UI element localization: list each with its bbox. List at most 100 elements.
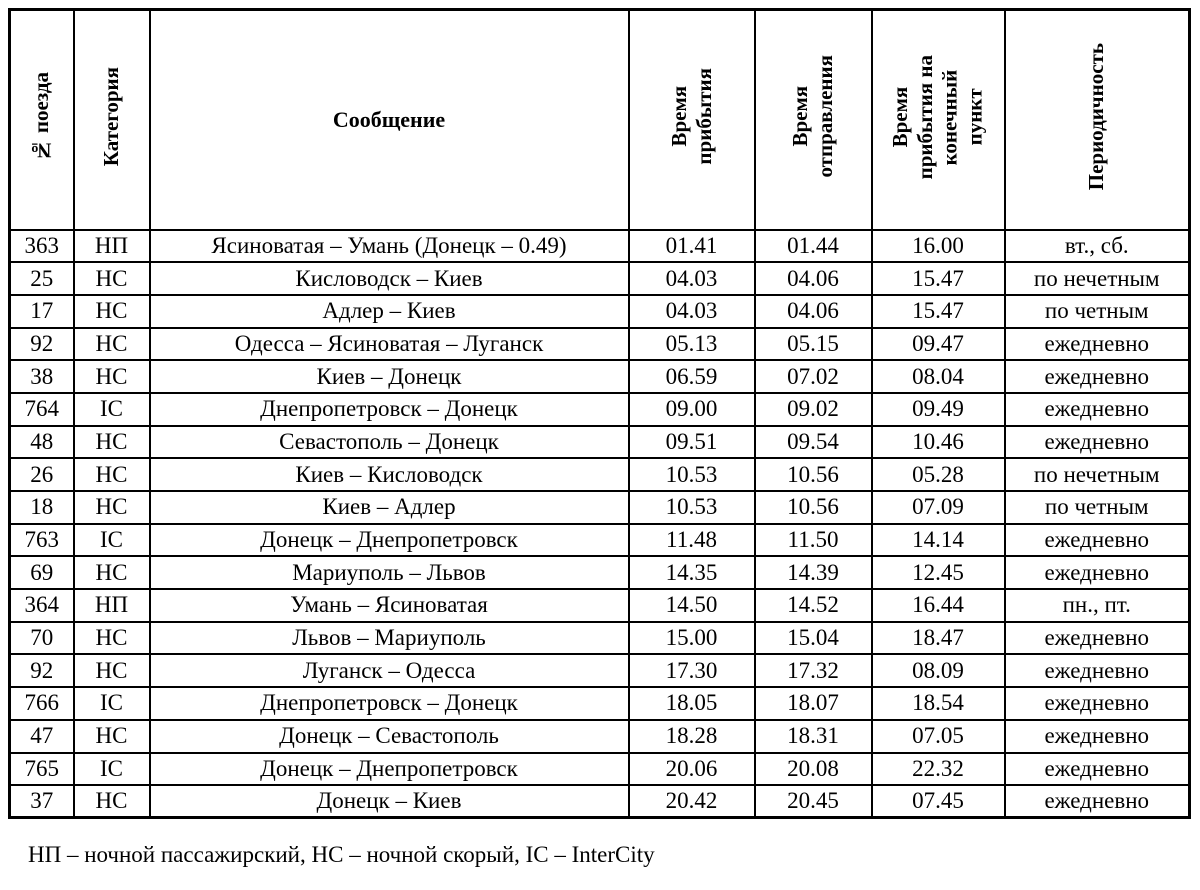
cell-arrival-time: 18.05 <box>627 686 756 721</box>
cell-category: ІС <box>72 391 151 427</box>
cell-route: Днепропетровск – Донецк <box>148 391 630 427</box>
cell-category: НС <box>72 261 151 296</box>
table-row: 26 НС Киев – Кисловодск 10.53 10.56 05.28 по н… <box>8 457 1191 492</box>
cell-route: Днепропетровск – Донецк <box>148 686 630 721</box>
cell-final-arrival-time: 15.47 <box>870 261 1006 296</box>
cell-route: Севастополь – Донецк <box>148 424 630 460</box>
table-row: 25 НС Кисловодск – Киев 04.03 04.06 15.47 по н… <box>8 261 1191 296</box>
header-route-label: Сообщение <box>332 106 446 132</box>
table-row: 48 НС Севастополь – Донецк 09.51 09.54 10.46 е… <box>8 424 1191 460</box>
table-row: 766 ІС Днепропетровск – Донецк 18.05 18.07 18… <box>8 686 1191 721</box>
cell-category: НС <box>72 653 151 689</box>
cell-arrival-time: 09.00 <box>627 391 756 427</box>
cell-final-arrival-time: 10.46 <box>870 424 1006 460</box>
cell-final-arrival-time: 16.44 <box>870 588 1006 623</box>
cell-arrival-time: 05.13 <box>627 326 756 362</box>
cell-train-number: 69 <box>8 555 75 591</box>
cell-train-number: 92 <box>8 326 75 362</box>
table-row: 92 НС Одесса – Ясиноватая – Луганск 05.13 05… <box>8 326 1191 362</box>
cell-route: Одесса – Ясиноватая – Луганск <box>148 326 630 362</box>
cell-category: ІС <box>72 686 151 721</box>
table-row: 764 ІС Днепропетровск – Донецк 09.00 09.02 09… <box>8 391 1191 427</box>
cell-arrival-time: 15.00 <box>627 620 756 656</box>
header-departure-time: Время отправления <box>753 8 873 231</box>
cell-train-number: 364 <box>8 588 75 623</box>
cell-arrival-time: 09.51 <box>627 424 756 460</box>
table-row: 92 НС Луганск – Одесса 17.30 17.32 08.09 ежедн… <box>8 653 1191 689</box>
cell-route: Киев – Кисловодск <box>148 457 630 492</box>
cell-arrival-time: 06.59 <box>627 359 756 394</box>
cell-final-arrival-time: 22.32 <box>870 751 1006 787</box>
cell-periodicity: ежедневно <box>1003 751 1191 787</box>
cell-final-arrival-time: 08.04 <box>870 359 1006 394</box>
cell-departure-time: 17.32 <box>753 653 873 689</box>
cell-route: Донецк – Днепропетровск <box>148 751 630 787</box>
cell-route: Львов – Мариуполь <box>148 620 630 656</box>
cell-final-arrival-time: 16.00 <box>870 228 1006 264</box>
train-schedule-table: № поезда Категория Сообщение Время прибы… <box>8 8 1191 820</box>
cell-departure-time: 20.08 <box>753 751 873 787</box>
table-row: 69 НС Мариуполь – Львов 14.35 14.39 12.45 ежед… <box>8 555 1191 591</box>
header-periodicity: Периодичность <box>1003 8 1191 231</box>
cell-departure-time: 09.54 <box>753 424 873 460</box>
cell-train-number: 70 <box>8 620 75 656</box>
table-row: 37 НС Донецк – Киев 20.42 20.45 07.45 ежедневн… <box>8 784 1191 819</box>
cell-train-number: 363 <box>8 228 75 264</box>
header-arrival-time-label: Время прибытия <box>666 68 716 166</box>
cell-periodicity: ежедневно <box>1003 555 1191 591</box>
cell-periodicity: по четным <box>1003 293 1191 329</box>
cell-periodicity: ежедневно <box>1003 391 1191 427</box>
cell-category: НС <box>72 424 151 460</box>
cell-category: НС <box>72 718 151 754</box>
cell-route: Луганск – Одесса <box>148 653 630 689</box>
cell-final-arrival-time: 18.47 <box>870 620 1006 656</box>
cell-train-number: 92 <box>8 653 75 689</box>
header-row: № поезда Категория Сообщение Время прибы… <box>8 8 1191 231</box>
cell-train-number: 18 <box>8 490 75 525</box>
cell-category: НС <box>72 555 151 591</box>
cell-category: НП <box>72 588 151 623</box>
cell-arrival-time: 17.30 <box>627 653 756 689</box>
cell-category: НС <box>72 490 151 525</box>
cell-category: ІС <box>72 751 151 787</box>
cell-departure-time: 14.52 <box>753 588 873 623</box>
cell-category: НС <box>72 784 151 819</box>
cell-final-arrival-time: 14.14 <box>870 522 1006 558</box>
cell-train-number: 38 <box>8 359 75 394</box>
header-train-number: № поезда <box>8 8 75 231</box>
cell-route: Мариуполь – Львов <box>148 555 630 591</box>
cell-arrival-time: 18.28 <box>627 718 756 754</box>
cell-final-arrival-time: 15.47 <box>870 293 1006 329</box>
cell-periodicity: ежедневно <box>1003 653 1191 689</box>
table-row: 363 НП Ясиноватая – Умань (Донецк – 0.49) 0… <box>8 228 1191 264</box>
cell-category: НС <box>72 326 151 362</box>
cell-train-number: 766 <box>8 686 75 721</box>
cell-arrival-time: 20.42 <box>627 784 756 819</box>
cell-arrival-time: 11.48 <box>627 522 756 558</box>
cell-periodicity: ежедневно <box>1003 718 1191 754</box>
cell-route: Умань – Ясиноватая <box>148 588 630 623</box>
cell-departure-time: 05.15 <box>753 326 873 362</box>
table-header: № поезда Категория Сообщение Время прибы… <box>8 8 1191 231</box>
cell-arrival-time: 14.50 <box>627 588 756 623</box>
cell-departure-time: 18.07 <box>753 686 873 721</box>
cell-train-number: 37 <box>8 784 75 819</box>
cell-final-arrival-time: 12.45 <box>870 555 1006 591</box>
cell-route: Кисловодск – Киев <box>148 261 630 296</box>
table-row: 763 ІС Донецк – Днепропетровск 11.48 11.50 14… <box>8 522 1191 558</box>
cell-periodicity: ежедневно <box>1003 686 1191 721</box>
cell-final-arrival-time: 07.09 <box>870 490 1006 525</box>
cell-train-number: 25 <box>8 261 75 296</box>
cell-departure-time: 09.02 <box>753 391 873 427</box>
table-row: 17 НС Адлер – Киев 04.03 04.06 15.47 по четным <box>8 293 1191 329</box>
header-category-label: Категория <box>99 67 124 167</box>
cell-final-arrival-time: 07.05 <box>870 718 1006 754</box>
cell-periodicity: ежедневно <box>1003 620 1191 656</box>
cell-periodicity: ежедневно <box>1003 522 1191 558</box>
cell-final-arrival-time: 08.09 <box>870 653 1006 689</box>
cell-train-number: 763 <box>8 522 75 558</box>
cell-route: Киев – Адлер <box>148 490 630 525</box>
cell-departure-time: 18.31 <box>753 718 873 754</box>
cell-departure-time: 01.44 <box>753 228 873 264</box>
cell-route: Киев – Донецк <box>148 359 630 394</box>
